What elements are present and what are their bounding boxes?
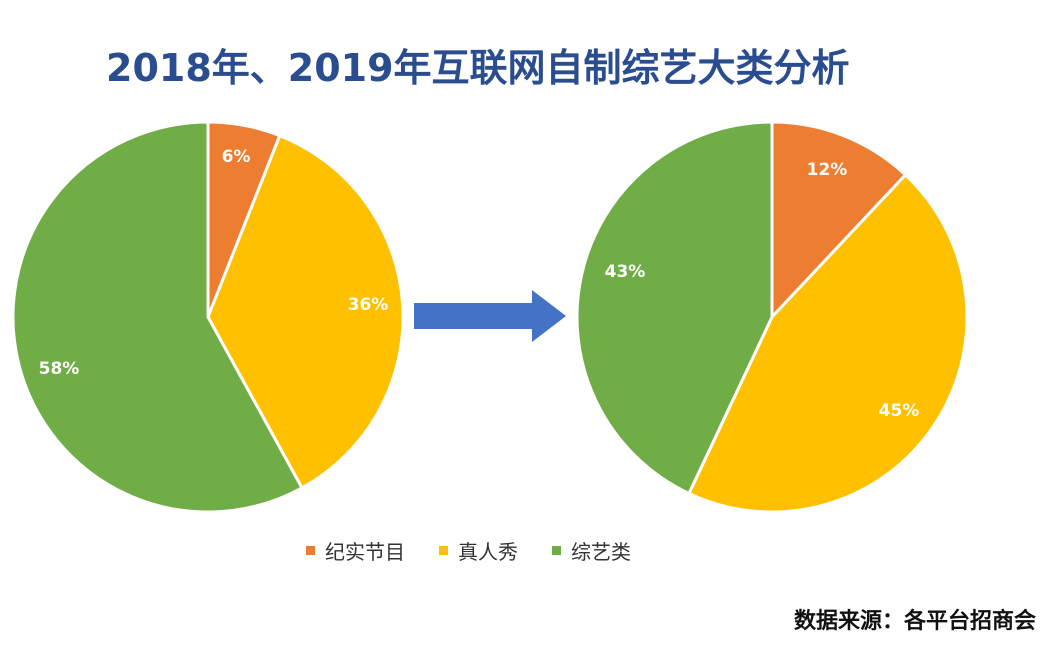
source-note: 数据来源：各平台招商会 [793, 609, 1036, 634]
pie-slice-variety-2018 [11, 120, 304, 514]
pie-slice-variety-2019 [575, 120, 774, 495]
slice-label-variety-2018: 58% [39, 359, 80, 379]
legend-label-variety: 综艺类 [571, 539, 631, 564]
pie-slice-reality-2018 [206, 134, 405, 490]
arrow-right-icon [414, 290, 566, 342]
slice-label-reality-2018: 36% [348, 295, 389, 315]
legend-item-variety: 综艺类 [552, 536, 631, 565]
legend: 纪实节目 真人秀 综艺类 [306, 536, 631, 564]
slice-label-documentary-2019: 12% [807, 160, 848, 180]
legend-swatch-documentary [306, 545, 315, 555]
pie-slice-documentary-2019 [770, 120, 907, 319]
legend-label-reality: 真人秀 [458, 539, 518, 564]
legend-swatch-variety [552, 545, 561, 555]
legend-item-reality: 真人秀 [439, 536, 518, 565]
pie-chart-2018: 6% 36% 58% [11, 120, 405, 514]
legend-swatch-reality [439, 545, 448, 555]
page-title: 2018年、2019年互联网自制综艺大类分析 [106, 46, 850, 90]
slice-label-variety-2019: 43% [605, 262, 646, 282]
legend-label-documentary: 纪实节目 [325, 539, 405, 564]
slice-label-documentary-2018: 6% [222, 147, 251, 167]
pie-slice-reality-2019 [687, 173, 969, 514]
slice-label-reality-2019: 45% [879, 401, 920, 421]
legend-item-documentary: 纪实节目 [306, 536, 405, 565]
pie-chart-2019: 12% 45% 43% [575, 120, 969, 514]
